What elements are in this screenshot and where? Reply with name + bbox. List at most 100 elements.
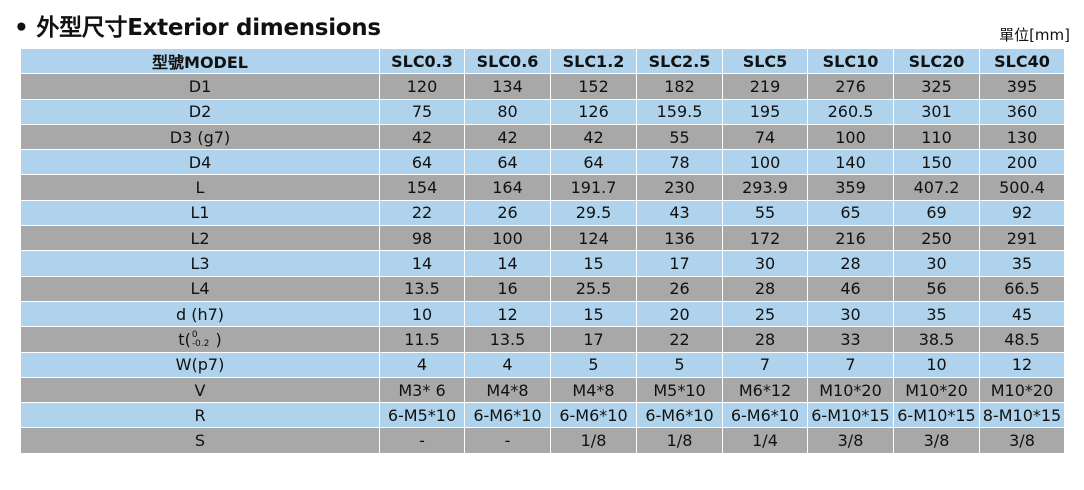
table-cell: 260.5 <box>807 98 894 125</box>
row-label: L4 <box>20 275 380 302</box>
table-cell: 25.5 <box>550 275 637 302</box>
table-cell: 75 <box>379 98 465 125</box>
row-label-text: L3 <box>190 254 210 274</box>
table-cell: 80 <box>464 98 551 125</box>
table-row: L2 98 100 124 136 172 216 250 291 <box>20 225 1065 252</box>
table-cell: 500.4 <box>979 174 1065 201</box>
table-cell: 301 <box>893 98 980 125</box>
table-cell: 407.2 <box>893 174 980 201</box>
row-label: V <box>20 376 380 404</box>
table-row: D3 (g7) 42 42 42 55 74 100 110 130 <box>20 123 1065 151</box>
table-cell: 6-M6*10 <box>464 402 551 429</box>
table-cell: 13.5 <box>379 275 465 302</box>
row-label-text: V <box>194 380 206 400</box>
table-cell: 200 <box>979 149 1065 176</box>
table-cell: - <box>379 427 465 454</box>
header-model-slc20: SLC20 <box>893 47 980 75</box>
table-cell: 12 <box>979 351 1065 378</box>
table-cell: 134 <box>464 73 551 100</box>
table-cell: M4*8 <box>550 376 637 404</box>
table-cell: 140 <box>807 149 894 176</box>
row-label-text: D1 <box>188 76 212 96</box>
table-cell: 182 <box>636 73 723 100</box>
row-label-text: W(p7) <box>175 355 225 375</box>
table-cell: 69 <box>893 199 980 227</box>
row-label: S <box>20 427 380 454</box>
table-cell: 172 <box>722 225 808 252</box>
table-cell: 7 <box>722 351 808 378</box>
table-cell: 276 <box>807 73 894 100</box>
table-cell: 16 <box>464 275 551 302</box>
table-cell: 3/8 <box>807 427 894 454</box>
table-cell: 250 <box>893 225 980 252</box>
table-cell: 78 <box>636 149 723 176</box>
table-row: L 154 164 191.7 230 293.9 359 407.2 500.4 <box>20 174 1065 201</box>
table-row: L3 14 14 15 17 30 28 30 35 <box>20 250 1065 277</box>
table-cell: 35 <box>979 250 1065 277</box>
table-cell: 64 <box>464 149 551 176</box>
table-cell: 6-M6*10 <box>636 402 723 429</box>
table-cell: 25 <box>722 300 808 328</box>
table-cell: 291 <box>979 225 1065 252</box>
table-cell: 6-M6*10 <box>550 402 637 429</box>
table-cell: 30 <box>807 300 894 328</box>
row-label: D1 <box>20 73 380 100</box>
table-cell: 15 <box>550 300 637 328</box>
table-cell: 17 <box>636 250 723 277</box>
header-model-slc5: SLC5 <box>722 47 808 75</box>
table-cell: 46 <box>807 275 894 302</box>
table-cell: 219 <box>722 73 808 100</box>
table-cell: M10*20 <box>979 376 1065 404</box>
row-label: L2 <box>20 225 380 252</box>
row-label: d (h7) <box>20 300 380 328</box>
row-label-text: D3 (g7) <box>169 127 231 147</box>
row-label-text: L4 <box>190 279 210 299</box>
table-cell: 30 <box>893 250 980 277</box>
table-cell: 216 <box>807 225 894 252</box>
table-cell: 38.5 <box>893 326 980 353</box>
table-cell: M10*20 <box>807 376 894 404</box>
table-cell: 56 <box>893 275 980 302</box>
table-cell: 13.5 <box>464 326 551 353</box>
page-title-text: 外型尺寸Exterior dimensions <box>36 15 381 41</box>
table-cell: 126 <box>550 98 637 125</box>
table-cell: 6-M5*10 <box>379 402 465 429</box>
row-label: L <box>20 174 380 201</box>
table-cell: 5 <box>550 351 637 378</box>
table-cell: 42 <box>550 123 637 151</box>
table-cell: 42 <box>464 123 551 151</box>
table-cell: 230 <box>636 174 723 201</box>
row-label-text: L <box>195 178 205 198</box>
table-cell: 3/8 <box>979 427 1065 454</box>
header-model-slc0-3: SLC0.3 <box>379 47 465 75</box>
table-cell: 64 <box>550 149 637 176</box>
row-label-text: R <box>194 405 206 425</box>
header-model-slc40: SLC40 <box>979 47 1065 75</box>
table-cell: 29.5 <box>550 199 637 227</box>
table-row: D1 120 134 152 182 219 276 325 395 <box>20 73 1065 100</box>
table-cell: 42 <box>379 123 465 151</box>
table-cell: 195 <box>722 98 808 125</box>
table-cell: 360 <box>979 98 1065 125</box>
table-row: S - -1/8 1/8 1/4 3/8 3/8 3/8 <box>20 427 1065 454</box>
table-cell: 1/8 <box>636 427 723 454</box>
table-cell: 4 <box>379 351 465 378</box>
bullet-icon: • <box>14 15 29 41</box>
table-cell: 98 <box>379 225 465 252</box>
table-cell: 150 <box>893 149 980 176</box>
table-cell: 1/8 <box>550 427 637 454</box>
table-cell: 293.9 <box>722 174 808 201</box>
unit-label: 單位[mm] <box>999 26 1070 44</box>
table-cell: 120 <box>379 73 465 100</box>
table-cell: 5 <box>636 351 723 378</box>
row-label-text: t <box>178 329 185 349</box>
table-cell: 28 <box>722 326 808 353</box>
table-cell: M4*8 <box>464 376 551 404</box>
header-model-label: 型號MODEL <box>20 47 380 75</box>
table-cell: 74 <box>722 123 808 151</box>
table-cell: 66.5 <box>979 275 1065 302</box>
table-row: d (h7) 10 12 15 20 25 30 35 45 <box>20 300 1065 328</box>
table-cell: 6-M10*15 <box>893 402 980 429</box>
table-cell: 10 <box>379 300 465 328</box>
row-label: D2 <box>20 98 380 125</box>
